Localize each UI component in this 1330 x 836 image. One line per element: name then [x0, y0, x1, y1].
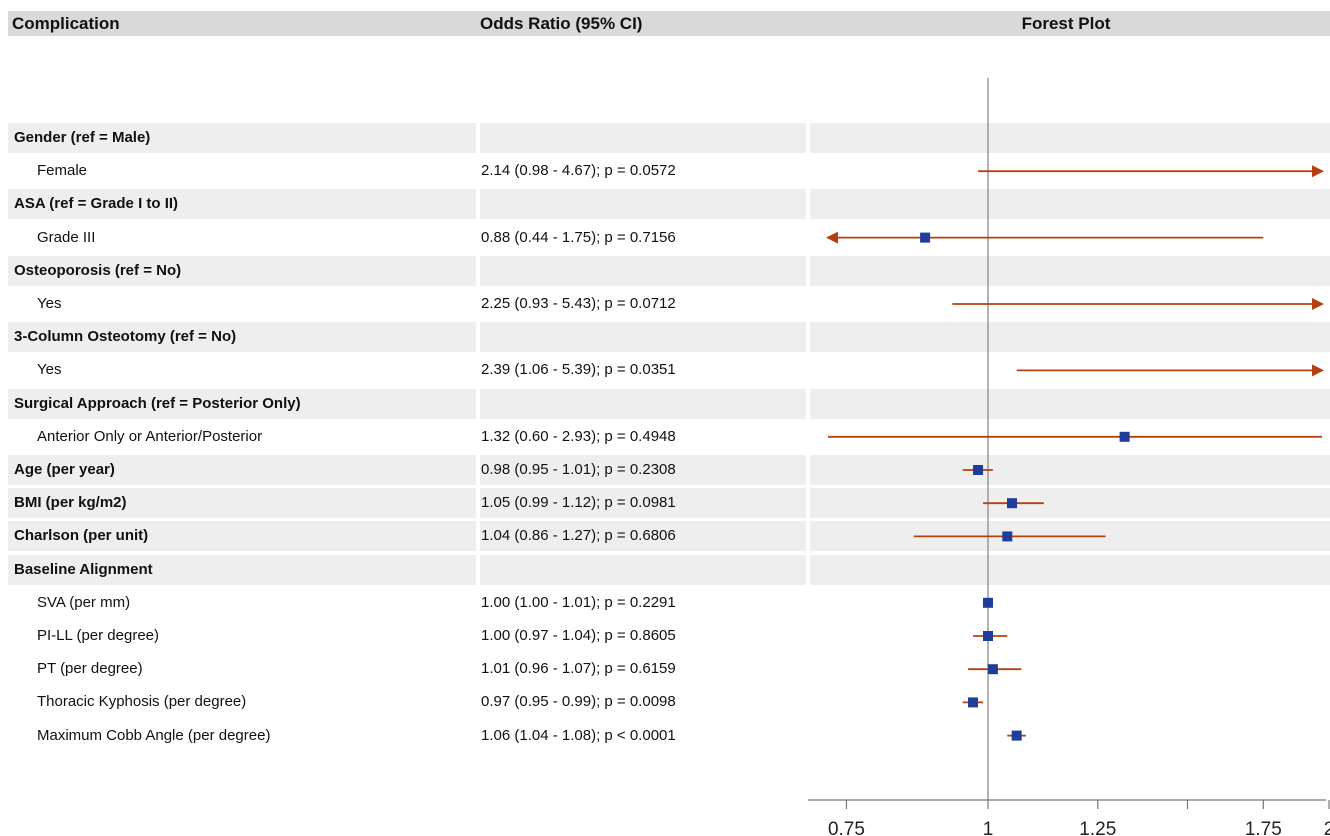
- odds-ratio-marker: [1002, 531, 1013, 542]
- header-forest-plot: Forest Plot: [1021, 14, 1111, 33]
- column-gap: [476, 554, 480, 585]
- column-gap: [806, 189, 810, 220]
- odds-ratio-text: 1.05 (0.99 - 1.12); p = 0.0981: [481, 494, 676, 512]
- row-label: Female: [37, 162, 88, 180]
- row-label: SVA (per mm): [37, 593, 131, 611]
- group-row-shade: [8, 255, 1330, 286]
- odds-ratio-marker: [1119, 431, 1130, 442]
- column-gap: [476, 322, 480, 353]
- odds-ratio-text: 1.06 (1.04 - 1.08); p < 0.0001: [481, 726, 676, 744]
- header-bar: [8, 11, 1330, 36]
- group-label: Charlson (per unit): [14, 527, 149, 545]
- x-tick-label: 1.25: [1079, 819, 1116, 836]
- row-label: Grade III: [37, 228, 96, 246]
- odds-ratio-marker: [968, 697, 979, 708]
- odds-ratio-text: 1.32 (0.60 - 2.93); p = 0.4948: [481, 427, 676, 445]
- group-label: Age (per year): [14, 461, 115, 478]
- column-gap: [476, 521, 480, 552]
- group-row-shade: [8, 455, 1330, 485]
- row-label: Anterior Only or Anterior/Posterior: [37, 427, 263, 445]
- ci-arrow-right: [1312, 298, 1324, 310]
- x-tick-label: 2: [1324, 819, 1330, 836]
- odds-ratio-marker: [1007, 498, 1018, 509]
- group-row-shade: [8, 488, 1330, 519]
- group-label: Gender (ref = Male): [14, 129, 151, 146]
- header-odds-ratio: Odds Ratio (95% CI): [480, 14, 643, 33]
- column-gap: [476, 455, 480, 485]
- row-label: PI-LL (per degree): [37, 627, 160, 644]
- group-label: Baseline Alignment: [14, 560, 153, 578]
- row-label: PT (per degree): [37, 660, 143, 678]
- column-gap: [806, 455, 810, 485]
- odds-ratio-marker: [920, 232, 931, 243]
- odds-ratio-marker: [983, 631, 993, 641]
- odds-ratio-text: 2.39 (1.06 - 5.39); p = 0.0351: [481, 361, 676, 379]
- group-label: BMI (per kg/m2): [14, 494, 127, 512]
- odds-ratio-marker: [987, 664, 998, 675]
- column-gap: [476, 388, 480, 419]
- odds-ratio-marker: [983, 597, 993, 608]
- column-gap: [476, 123, 480, 153]
- column-gap: [806, 255, 810, 286]
- row-label: Maximum Cobb Angle (per degree): [37, 726, 271, 744]
- column-gap: [806, 488, 810, 519]
- odds-ratio-text: 0.88 (0.44 - 1.75); p = 0.7156: [481, 228, 676, 246]
- odds-ratio-text: 1.04 (0.86 - 1.27); p = 0.6806: [481, 527, 676, 545]
- odds-ratio-text: 1.00 (1.00 - 1.01); p = 0.2291: [481, 593, 676, 611]
- odds-ratio-text: 0.97 (0.95 - 0.99); p = 0.0098: [481, 693, 676, 711]
- group-row-shade: [8, 554, 1330, 585]
- row-label: Thoracic Kyphosis (per degree): [37, 693, 247, 711]
- column-gap: [476, 255, 480, 286]
- group-label: Osteoporosis (ref = No): [14, 261, 182, 279]
- x-tick-label: 1: [983, 819, 994, 836]
- odds-ratio-text: 1.01 (0.96 - 1.07); p = 0.6159: [481, 660, 676, 678]
- column-gap: [806, 388, 810, 419]
- column-gap: [476, 189, 480, 220]
- row-label: Yes: [37, 295, 62, 312]
- x-tick-label: 0.75: [828, 819, 865, 836]
- group-row-shade: [8, 123, 1330, 153]
- group-row-shade: [8, 189, 1330, 220]
- column-gap: [806, 554, 810, 585]
- column-gap: [806, 123, 810, 153]
- ci-arrow-right: [1312, 364, 1324, 377]
- odds-ratio-marker: [973, 465, 984, 475]
- odds-ratio-text: 2.14 (0.98 - 4.67); p = 0.0572: [481, 162, 676, 180]
- group-label: 3-Column Osteotomy (ref = No): [14, 328, 237, 346]
- x-tick-label: 1.75: [1245, 819, 1282, 836]
- group-label: ASA (ref = Grade I to II): [14, 195, 179, 213]
- column-gap: [806, 322, 810, 353]
- header-complication: Complication: [12, 14, 120, 33]
- odds-ratio-text: 0.98 (0.95 - 1.01); p = 0.2308: [481, 461, 676, 478]
- odds-ratio-text: 1.00 (0.97 - 1.04); p = 0.8605: [481, 627, 676, 644]
- row-label: Yes: [37, 361, 62, 379]
- ci-arrow-right: [1312, 165, 1324, 178]
- column-gap: [806, 521, 810, 552]
- group-label: Surgical Approach (ref = Posterior Only): [14, 394, 301, 412]
- odds-ratio-text: 2.25 (0.93 - 5.43); p = 0.0712: [481, 295, 676, 312]
- group-row-shade: [8, 388, 1330, 419]
- group-row-shade: [8, 322, 1330, 353]
- column-gap: [476, 488, 480, 519]
- ci-arrow-left: [826, 231, 838, 244]
- group-row-shade: [8, 521, 1330, 552]
- odds-ratio-marker: [1011, 730, 1022, 741]
